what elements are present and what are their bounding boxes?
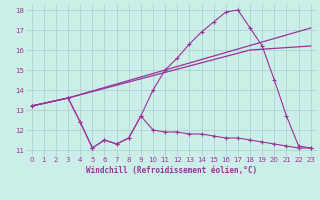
X-axis label: Windchill (Refroidissement éolien,°C): Windchill (Refroidissement éolien,°C) xyxy=(86,166,257,175)
